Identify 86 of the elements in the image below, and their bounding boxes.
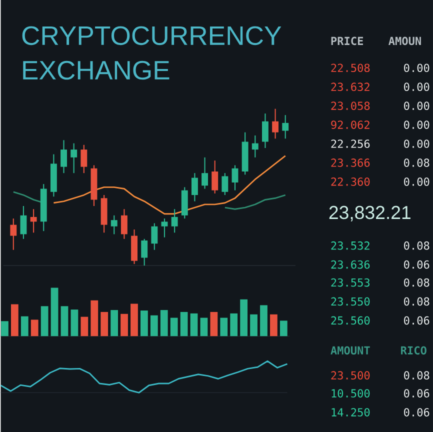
bar bbox=[280, 320, 288, 336]
text: 0.06 bbox=[404, 389, 430, 398]
text: 25.560 bbox=[331, 316, 370, 325]
text: 14.250 bbox=[332, 408, 370, 416]
text: 0.00 bbox=[404, 139, 430, 148]
bar bbox=[30, 320, 38, 336]
text: 23.636 bbox=[331, 260, 370, 269]
bar bbox=[210, 312, 218, 336]
candlestick bbox=[212, 160, 218, 194]
bar bbox=[250, 314, 258, 336]
bar bbox=[90, 300, 98, 336]
bar bbox=[110, 310, 118, 336]
bar bbox=[240, 299, 248, 336]
text: 0.00 bbox=[404, 120, 430, 129]
text: 22.256 bbox=[331, 139, 370, 148]
bar bbox=[270, 314, 278, 336]
text: 0.08 bbox=[404, 371, 430, 380]
candlestick bbox=[80, 144, 88, 174]
candlestick bbox=[191, 172, 198, 202]
candlestick bbox=[222, 172, 228, 196]
text: 0.06 bbox=[404, 316, 430, 325]
candlestick bbox=[282, 114, 289, 140]
bar bbox=[120, 314, 128, 336]
candlestick bbox=[151, 222, 158, 250]
bar bbox=[10, 304, 18, 336]
candlestick bbox=[171, 208, 178, 234]
text: 23.632 bbox=[331, 82, 370, 91]
bar bbox=[160, 310, 168, 336]
text: AMOUN bbox=[388, 36, 421, 45]
text: 0.00 bbox=[404, 177, 430, 186]
text: 23,832.21 bbox=[329, 206, 410, 222]
candlestick bbox=[232, 164, 238, 191]
text: AMOUNT bbox=[330, 346, 370, 354]
bar bbox=[60, 306, 68, 336]
candlestick bbox=[141, 238, 148, 266]
bar bbox=[190, 313, 198, 336]
text: 22.508 bbox=[331, 64, 370, 72]
text: 23.058 bbox=[331, 102, 370, 110]
text: 23.550 bbox=[331, 297, 370, 306]
text: 0.00 bbox=[404, 82, 430, 91]
bar bbox=[20, 316, 28, 336]
text: 0.06 bbox=[404, 408, 430, 416]
bar bbox=[80, 316, 88, 336]
text: 23.553 bbox=[331, 278, 370, 287]
bar bbox=[1, 321, 8, 336]
bar bbox=[260, 305, 268, 336]
bar bbox=[40, 306, 48, 336]
candlestick bbox=[70, 142, 78, 174]
text: 10.500 bbox=[332, 389, 370, 398]
text: 0.08 bbox=[404, 241, 430, 250]
bar bbox=[170, 318, 178, 336]
bar bbox=[50, 288, 58, 336]
candlestick bbox=[161, 218, 168, 238]
bar bbox=[130, 304, 138, 336]
candlestick bbox=[252, 134, 258, 158]
chart-title: CRYPTOCURRENCY EXCHANGE bbox=[22, 26, 282, 80]
candlestick bbox=[20, 205, 27, 240]
bar bbox=[150, 315, 158, 336]
text: 0.08 bbox=[404, 297, 430, 306]
bar bbox=[70, 309, 78, 336]
candlestick bbox=[10, 218, 17, 250]
candlestick bbox=[60, 140, 67, 174]
text: RICO bbox=[401, 346, 426, 354]
text: PRICE bbox=[331, 36, 363, 45]
candlestick bbox=[272, 108, 279, 140]
candlestick bbox=[262, 112, 268, 148]
candlestick bbox=[30, 208, 37, 234]
bar bbox=[200, 318, 208, 336]
text: 0.08 bbox=[404, 278, 430, 287]
text: 92.062 bbox=[331, 120, 370, 129]
text: 0.00 bbox=[404, 64, 430, 72]
text: 23.532 bbox=[331, 241, 370, 250]
bar bbox=[140, 310, 148, 336]
text: 0.08 bbox=[404, 158, 430, 167]
text: 0.06 bbox=[404, 260, 430, 269]
candlestick bbox=[120, 208, 128, 240]
bar bbox=[100, 312, 108, 336]
bar bbox=[220, 318, 228, 336]
text: 23.366 bbox=[331, 158, 370, 167]
bar bbox=[180, 312, 188, 336]
text: 22.360 bbox=[331, 177, 370, 186]
bar bbox=[230, 313, 238, 336]
candlestick bbox=[110, 214, 118, 235]
text: 0.00 bbox=[404, 102, 430, 110]
candlestick bbox=[202, 156, 208, 190]
text: 23.500 bbox=[331, 371, 370, 380]
